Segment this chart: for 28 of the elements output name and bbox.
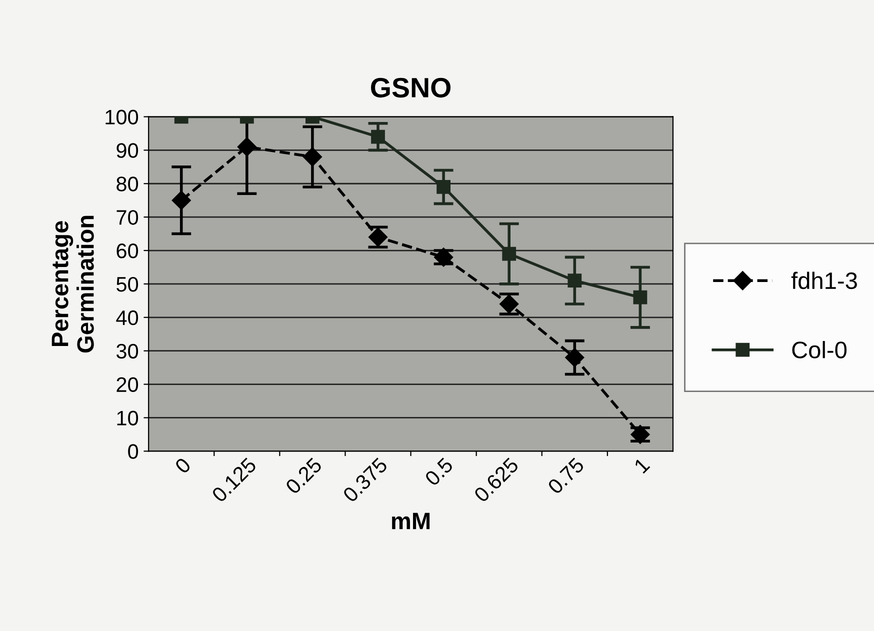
point <box>302 147 322 166</box>
legend-label: fdh1-3 <box>791 272 857 290</box>
point <box>436 180 450 194</box>
x-tick-label: 1 <box>634 457 650 474</box>
x-axis-title: mM <box>392 512 430 530</box>
y-axis-title: Percentage Germination <box>52 216 94 353</box>
point <box>633 290 648 304</box>
y-tick-label: 20 <box>116 377 138 392</box>
y-tick-label: 100 <box>106 110 138 124</box>
x-tick-label: 0.5 <box>424 456 454 487</box>
x-tick-label: 0 <box>174 456 192 474</box>
point <box>371 130 385 144</box>
chart-title: GSNO <box>371 78 451 98</box>
point <box>565 348 584 368</box>
point <box>568 274 582 288</box>
y-tick-label: 30 <box>116 344 138 359</box>
point <box>237 137 256 156</box>
point <box>502 246 516 261</box>
y-tick-label: 90 <box>116 143 138 158</box>
y-tick-label: 70 <box>116 210 138 225</box>
y-tick-label: 60 <box>116 244 138 258</box>
point <box>172 190 191 210</box>
legend-label: Col-0 <box>792 341 847 358</box>
y-tick-label: 40 <box>116 310 138 326</box>
y-tick-label: 0 <box>128 444 138 459</box>
y-tick-label: 50 <box>116 276 138 292</box>
y-tick-label: 80 <box>116 176 138 192</box>
y-tick-label: 10 <box>117 410 138 426</box>
